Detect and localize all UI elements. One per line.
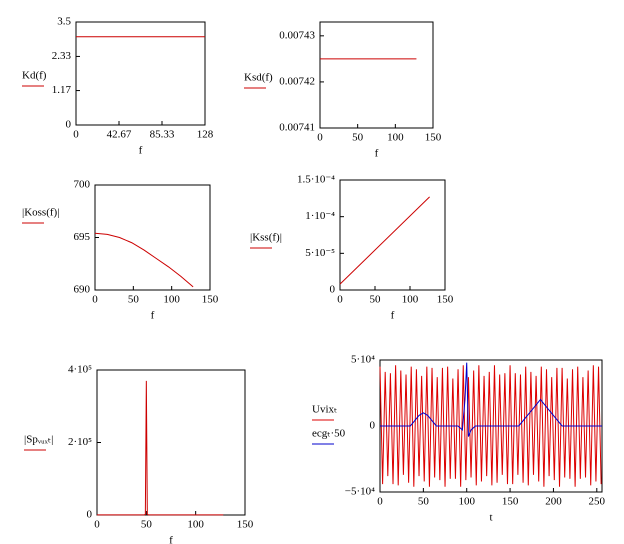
x-tick-label: 150 bbox=[202, 294, 219, 306]
series-line bbox=[339, 196, 430, 285]
x-axis-label: f bbox=[169, 535, 173, 544]
x-tick-label: 50 bbox=[418, 496, 430, 508]
plot-frame bbox=[339, 179, 446, 291]
y-tick-label: 0 bbox=[370, 420, 376, 432]
y-tick-label: 0.00742 bbox=[279, 75, 315, 87]
x-tick-label: 200 bbox=[545, 496, 562, 508]
x-tick-label: 50 bbox=[352, 132, 364, 144]
y-tick-label: 0.00743 bbox=[279, 29, 315, 41]
legend-label: Uvixₜ bbox=[312, 404, 337, 416]
x-tick-label: 0 bbox=[73, 129, 79, 141]
series-line bbox=[379, 365, 602, 487]
x-tick-label: 150 bbox=[502, 496, 519, 508]
legend-label: |Koss(f)| bbox=[22, 207, 59, 219]
y-tick-label: 1.5·10⁻⁴ bbox=[297, 174, 335, 186]
y-tick-label: 0 bbox=[66, 119, 72, 131]
x-tick-label: 100 bbox=[402, 294, 419, 306]
x-tick-label: 85.33 bbox=[150, 129, 175, 141]
series-line bbox=[97, 380, 224, 516]
y-tick-label: 4·10⁵ bbox=[68, 364, 92, 376]
x-tick-label: 128 bbox=[197, 129, 214, 141]
x-tick-label: 100 bbox=[458, 496, 475, 508]
x-tick-label: 150 bbox=[437, 294, 454, 306]
legend-label: |Spᵥᵤₓₜ| bbox=[24, 434, 53, 446]
legend-label: ecgₜ·50 bbox=[312, 428, 346, 440]
plot-frame bbox=[96, 369, 246, 516]
y-tick-label: 690 bbox=[74, 284, 91, 296]
x-axis-label: f bbox=[391, 310, 395, 322]
legend-label: |Kss(f)| bbox=[250, 232, 282, 244]
x-axis-label: f bbox=[375, 148, 379, 160]
y-tick-label: −5·10⁴ bbox=[345, 486, 375, 498]
y-tick-label: 5·10⁴ bbox=[351, 354, 375, 366]
x-tick-label: 250 bbox=[589, 496, 606, 508]
y-tick-label: 2·10⁵ bbox=[68, 436, 92, 448]
x-axis-label: f bbox=[139, 145, 143, 157]
y-tick-label: 3.5 bbox=[57, 16, 71, 28]
y-tick-label: 0 bbox=[87, 509, 93, 521]
x-tick-label: 50 bbox=[128, 294, 140, 306]
y-tick-label: 2.33 bbox=[52, 50, 72, 62]
plot-frame bbox=[75, 21, 206, 126]
x-tick-label: 50 bbox=[370, 294, 382, 306]
plot-frame bbox=[94, 184, 211, 291]
x-tick-label: 0 bbox=[377, 496, 383, 508]
legend-label: Ksd(f) bbox=[244, 72, 273, 84]
x-tick-label: 0 bbox=[92, 294, 98, 306]
x-axis-label: t bbox=[489, 512, 492, 524]
y-tick-label: 1·10⁻⁴ bbox=[305, 210, 335, 222]
x-tick-label: 0 bbox=[317, 132, 323, 144]
x-tick-label: 100 bbox=[387, 132, 404, 144]
y-tick-label: 695 bbox=[74, 231, 91, 243]
x-tick-label: 42.67 bbox=[107, 129, 132, 141]
x-tick-label: 100 bbox=[163, 294, 180, 306]
y-tick-label: 700 bbox=[74, 179, 91, 191]
x-tick-label: 150 bbox=[425, 132, 442, 144]
y-tick-label: 0.00741 bbox=[279, 122, 315, 134]
plot-frame bbox=[319, 21, 434, 129]
y-tick-label: 0 bbox=[330, 284, 336, 296]
x-tick-label: 150 bbox=[237, 519, 254, 531]
x-axis-label: f bbox=[151, 310, 155, 322]
y-tick-label: 5·10⁻⁵ bbox=[305, 247, 335, 259]
x-tick-label: 0 bbox=[337, 294, 343, 306]
series-line bbox=[380, 362, 602, 437]
legend-label: Kd(f) bbox=[22, 70, 47, 82]
series-line bbox=[94, 232, 194, 288]
x-tick-label: 0 bbox=[94, 519, 100, 531]
x-tick-label: 100 bbox=[187, 519, 204, 531]
y-tick-label: 1.17 bbox=[52, 84, 72, 96]
x-tick-label: 50 bbox=[141, 519, 153, 531]
